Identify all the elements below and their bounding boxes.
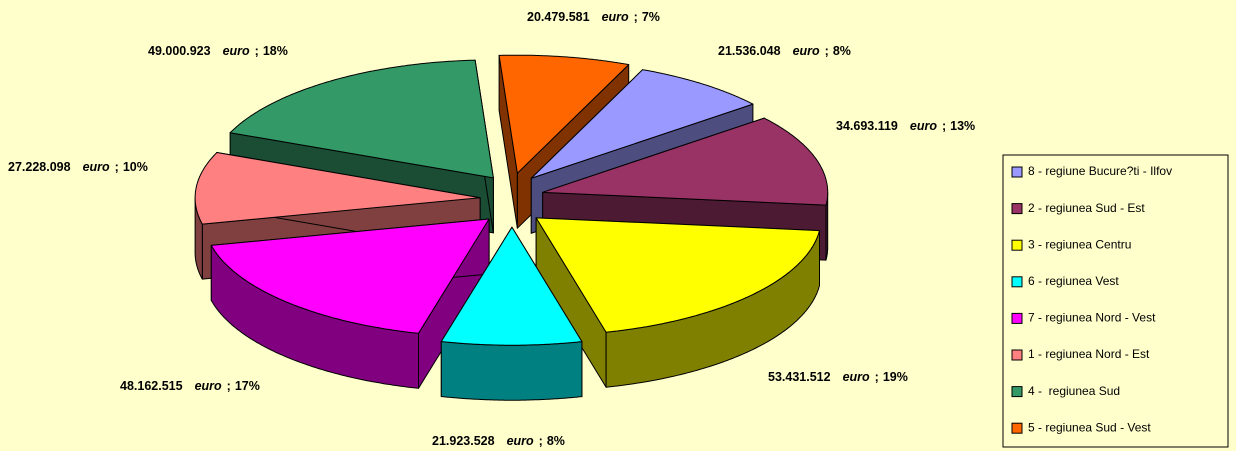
data-label: 34.693.119 euro; 13% [836, 119, 975, 133]
slice [535, 217, 820, 388]
unit-label: euro [507, 434, 534, 448]
percent-label: 13% [950, 119, 975, 133]
legend-label: 8 - regiune Bucure?ti - Ilfov [1028, 164, 1172, 178]
legend-swatch [1011, 166, 1023, 178]
legend-swatch [1011, 386, 1023, 398]
unit-label: euro [195, 379, 222, 393]
legend: 8 - regiune Bucure?ti - Ilfov 2 - regiune… [1011, 164, 1172, 434]
separator: ; [255, 44, 259, 58]
value-label: 49.000.923 [148, 44, 211, 58]
separator: ; [634, 10, 638, 24]
data-label: 48.162.515 euro; 17% [120, 379, 260, 393]
legend-swatch [1011, 203, 1023, 215]
slice-top [535, 217, 820, 333]
unit-label: euro [83, 160, 110, 174]
legend-swatch [1011, 276, 1023, 288]
data-label: 21.536.048 euro; 8% [718, 44, 851, 58]
unit-label: euro [602, 10, 629, 24]
percent-label: 8% [833, 44, 851, 58]
separator: ; [539, 434, 543, 448]
separator: ; [825, 44, 829, 58]
data-label: 21.923.528 euro; 8% [432, 434, 565, 448]
data-label: 49.000.923 euro; 18% [148, 44, 288, 58]
percent-label: 10% [123, 160, 148, 174]
percent-label: 19% [883, 370, 908, 384]
unit-label: euro [793, 44, 820, 58]
legend-label: 4 - regiunea Sud [1028, 384, 1120, 398]
percent-label: 18% [263, 44, 288, 58]
slice-top [498, 54, 630, 174]
pie [194, 54, 829, 401]
percent-label: 7% [642, 10, 660, 24]
legend-label: 6 - regiunea Vest [1028, 274, 1119, 288]
legend-label: 7 - regiunea Nord - Vest [1028, 311, 1156, 325]
data-label: 53.431.512 euro; 19% [768, 370, 908, 384]
value-label: 20.479.581 [527, 10, 590, 24]
percent-label: 17% [235, 379, 260, 393]
legend-label: 1 - regiunea Nord - Est [1028, 347, 1150, 361]
slice-top [194, 152, 481, 225]
slice-top [229, 59, 494, 179]
legend-swatch [1011, 422, 1023, 434]
percent-label: 8% [547, 434, 565, 448]
slice [210, 218, 490, 389]
value-label: 21.536.048 [718, 44, 781, 58]
labels: 21.536.048 euro; 8% 34.693.119 euro; 13% 53.43… [8, 10, 975, 448]
data-label: 27.228.098 euro; 10% [8, 160, 148, 174]
data-label: 20.479.581 euro; 7% [527, 10, 660, 24]
value-label: 34.693.119 [836, 119, 898, 133]
separator: ; [115, 160, 119, 174]
slice-top [530, 69, 754, 179]
value-label: 21.923.528 [432, 434, 495, 448]
separator: ; [875, 370, 879, 384]
unit-label: euro [910, 119, 937, 133]
value-label: 27.228.098 [8, 160, 71, 174]
separator: ; [227, 379, 231, 393]
value-label: 48.162.515 [120, 379, 183, 393]
legend-swatch [1011, 239, 1023, 251]
legend-swatch [1011, 312, 1023, 324]
legend-label: 2 - regiunea Sud - Est [1028, 201, 1145, 215]
slice-top [210, 218, 490, 334]
value-label: 53.431.512 [768, 370, 831, 384]
legend-label: 5 - regiunea Sud - Vest [1028, 420, 1151, 434]
slice-wall [440, 341, 583, 401]
slice-top [440, 226, 583, 346]
slice-top [542, 117, 829, 206]
legend-swatch [1011, 349, 1023, 361]
unit-label: euro [223, 44, 250, 58]
slice [440, 226, 583, 401]
unit-label: euro [843, 370, 870, 384]
legend-label: 3 - regiunea Centru [1028, 237, 1131, 251]
legend-box [1002, 154, 1229, 448]
separator: ; [942, 119, 946, 133]
